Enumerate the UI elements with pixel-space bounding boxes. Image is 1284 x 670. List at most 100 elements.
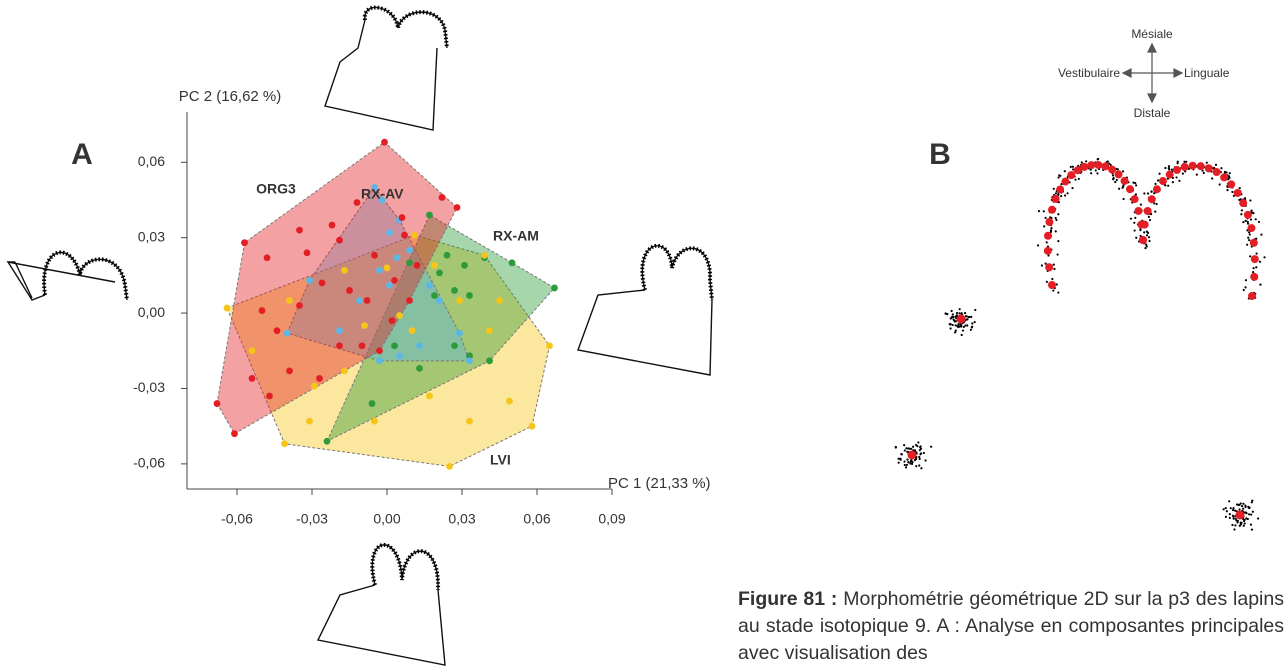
landmark-spread [1118,187,1121,190]
landmark-spread [1234,524,1237,527]
landmark-spread [1254,218,1257,221]
data-point [248,375,256,382]
compass-label: Linguale [1184,66,1230,80]
data-point [426,211,433,219]
landmark-spread [1224,515,1227,518]
landmark-spread [919,445,922,448]
data-point [388,317,396,325]
landmark-spread [957,323,960,326]
landmark-spread [1246,517,1249,521]
landmark-spread [1252,267,1255,270]
landmark-mean [1248,292,1256,300]
landmark-spread [1145,243,1148,246]
landmark-spread [1246,222,1250,225]
landmark-spread [1145,234,1149,237]
landmark-mean [1051,194,1060,203]
landmark-spread [1129,217,1133,220]
landmark-spread [918,449,921,452]
landmark-spread [900,453,903,456]
data-point [466,417,473,425]
landmark-spread [1233,528,1236,531]
landmark-spread [1134,216,1137,219]
landmark-spread [964,324,967,327]
landmark-spread [1055,283,1058,286]
data-point [426,282,433,289]
landmark-mean [1250,272,1259,281]
landmark-spread [1054,192,1058,195]
group-label: RX-AM [493,228,539,244]
landmark-spread [949,323,952,326]
landmark-spread [913,459,917,462]
landmark-spread [1232,507,1235,510]
landmark-spread [967,315,970,319]
landmark-spread [1238,508,1241,511]
landmark-spread [1224,507,1227,510]
data-point [546,342,553,350]
landmark-spread [894,445,897,449]
compass-label: Distale [1134,106,1171,120]
data-point [416,342,423,350]
landmark-spread [905,447,908,450]
landmark-spread [959,323,962,326]
landmark-mean [1196,162,1205,171]
landmark-spread [1227,175,1231,178]
landmark-spread [1085,160,1088,163]
shape-contours [42,5,714,591]
landmark-mean [1152,185,1161,194]
caption: Figure 81 : Morphométrie géométrique 2D … [738,586,1284,667]
landmark-spread [1246,243,1249,246]
landmark-mean [1158,177,1167,186]
landmark-spread [1167,184,1170,187]
landmark-spread [1168,168,1171,171]
landmark-spread [1044,262,1047,265]
landmark-spread [1036,244,1040,247]
group-label: LVI [490,452,511,468]
landmark-spread [1247,513,1251,516]
landmark-mean [1212,168,1221,177]
landmark-spread [1114,180,1117,184]
landmark-spread [963,311,967,315]
data-point [438,194,446,201]
data-point [481,251,488,259]
landmark-spread [1260,233,1263,236]
data-point [336,342,343,350]
data-point [413,261,421,269]
landmark-mean [1220,173,1229,182]
landmark-spread [1247,236,1250,239]
landmark-mean [1043,246,1052,255]
landmark-spread [951,313,954,316]
landmark-spread [1248,231,1251,234]
landmark-spread [1153,202,1156,205]
data-point [306,276,313,284]
data-point [296,226,303,234]
data-point [296,302,303,309]
landmark-spread [950,309,953,313]
landmark-spread [1154,182,1157,185]
x-tick-label: 0,06 [523,511,550,527]
data-point [411,231,418,239]
landmark-mean [1250,255,1259,264]
data-point [456,297,463,304]
compass [1121,42,1184,104]
landmark-spread [1047,254,1050,257]
landmark-spread [1158,172,1161,175]
landmark-spread [1242,502,1245,505]
landmark-spread [1255,266,1258,269]
landmark-spread [1232,517,1235,520]
landmark-spread [906,458,909,461]
data-point [416,364,423,372]
landmark-spread [1050,227,1053,230]
shape-bottom [316,544,446,666]
y-tick-label: 0,00 [138,304,165,320]
x-tick-label: 0,09 [598,511,625,527]
landmark-spread [1049,229,1052,232]
landmark-spread [1249,523,1253,526]
landmark-spread [966,318,969,321]
landmark-spread [974,308,977,312]
landmark-spread [1054,230,1057,233]
data-point [381,138,388,146]
data-point [506,397,513,405]
data-point [306,417,313,425]
data-point [406,259,413,267]
landmark-spread [1178,179,1181,182]
